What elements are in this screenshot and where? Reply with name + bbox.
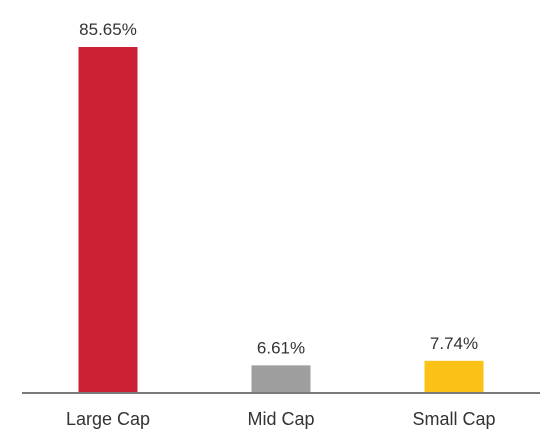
data-label-large-cap: 85.65%: [79, 20, 137, 39]
data-label-small-cap: 7.74%: [430, 334, 478, 353]
data-labels-layer: 85.65% 6.61% 7.74%: [79, 20, 478, 357]
bars-layer: [78, 47, 484, 392]
bar-mid-cap: [251, 365, 311, 392]
x-tick-label-small-cap: Small Cap: [412, 409, 495, 429]
x-tick-label-large-cap: Large Cap: [66, 409, 150, 429]
data-label-mid-cap: 6.61%: [257, 338, 305, 357]
x-tick-labels-layer: Large Cap Mid Cap Small Cap: [66, 409, 496, 429]
bar-small-cap: [424, 360, 484, 392]
bar-large-cap: [78, 47, 138, 392]
x-tick-label-mid-cap: Mid Cap: [247, 409, 314, 429]
